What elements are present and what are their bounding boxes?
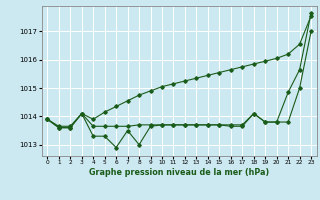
X-axis label: Graphe pression niveau de la mer (hPa): Graphe pression niveau de la mer (hPa) — [89, 168, 269, 177]
